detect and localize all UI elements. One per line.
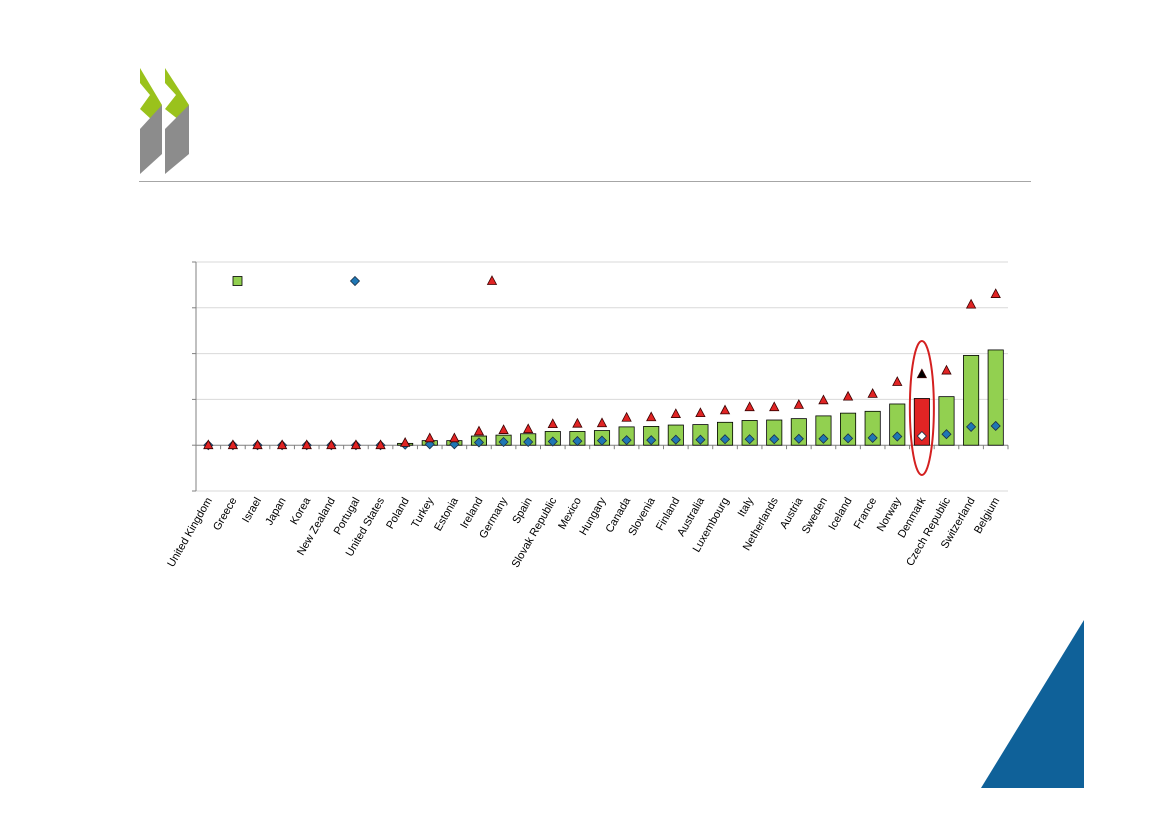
diamond-point-denmark [916, 430, 927, 442]
diamond-point-switzerland [966, 421, 977, 432]
triangle-point-united-states [375, 439, 386, 450]
triangle-point-japan [276, 439, 288, 450]
triangle-point-slovak-republic [547, 418, 558, 429]
diamond-point-austria [793, 433, 804, 444]
triangle-point-mexico [572, 417, 583, 428]
triangle-point-ireland [473, 425, 485, 436]
triangle-point-spain [523, 423, 534, 434]
oecd-chevrons-icon [140, 68, 189, 174]
triangle-point-denmark [916, 368, 928, 379]
diamond-point-italy [744, 434, 755, 445]
diamond-point-spain [523, 436, 534, 448]
legend [232, 275, 498, 287]
diamond-point-france [867, 432, 878, 443]
triangle-point-estonia [449, 432, 460, 443]
legend-diamond-swatch [349, 275, 361, 287]
diamond-point-sweden [818, 433, 829, 444]
triangle-point-portugal [350, 439, 362, 450]
diamond-point-slovak-republic [547, 436, 558, 447]
triangle-point-korea [301, 439, 312, 450]
legend-triangle-swatch [486, 275, 498, 285]
right-chevron-green-icon [165, 68, 189, 120]
triangle-point-israel [252, 439, 263, 450]
gridlines [196, 261, 1008, 492]
diamond-point-luxembourg [719, 434, 731, 445]
denmark-highlight-ellipse [908, 340, 935, 476]
triangle-point-canada [621, 411, 632, 422]
triangle-point-italy [744, 401, 755, 412]
triangle-series [203, 288, 1001, 450]
diamond-point-germany [498, 436, 509, 448]
triangle-point-belgium [990, 288, 1001, 298]
diamond-point-slovenia [646, 435, 657, 446]
triangle-point-hungary [596, 417, 608, 428]
triangle-point-poland [399, 437, 411, 447]
triangle-point-sweden [818, 394, 829, 405]
triangle-point-czech-republic [941, 364, 952, 375]
right-chevron-gray-icon [165, 105, 189, 174]
diamond-point-mexico [572, 436, 583, 447]
bar-switzerland [963, 355, 980, 446]
triangle-point-iceland [842, 390, 854, 401]
diamond-point-netherlands [769, 434, 780, 445]
diamond-point-finland [670, 434, 681, 445]
triangle-point-netherlands [769, 401, 780, 412]
legend-bar-swatch [232, 276, 243, 286]
diamond-point-canada [621, 435, 632, 446]
bar-belgium [987, 349, 1004, 446]
left-chevron-green-icon [140, 68, 162, 120]
diamond-point-ireland [473, 437, 485, 448]
triangle-point-norway [892, 376, 903, 386]
triangle-point-new-zealand [326, 439, 337, 450]
triangle-point-switzerland [965, 298, 977, 309]
triangle-point-turkey [424, 432, 435, 443]
diamond-point-belgium [990, 420, 1001, 432]
triangle-point-luxembourg [719, 404, 731, 415]
triangle-point-australia [695, 407, 706, 418]
diamond-point-hungary [596, 435, 608, 446]
left-chevron-gray-icon [140, 105, 162, 174]
triangle-point-united-kingdom [203, 439, 214, 450]
header-divider [139, 181, 1031, 182]
diamond-point-iceland [842, 433, 854, 444]
triangle-point-greece [227, 439, 239, 450]
triangle-point-france [867, 388, 878, 398]
triangle-point-germany [498, 424, 509, 434]
triangle-point-austria [793, 399, 805, 409]
bar-norway [889, 403, 906, 446]
diamond-point-australia [695, 434, 706, 445]
diamond-point-czech-republic [941, 429, 952, 440]
diamond-point-norway [892, 431, 903, 442]
bar-denmark [913, 398, 930, 446]
triangle-point-finland [670, 408, 681, 418]
triangle-point-slovenia [646, 411, 657, 422]
